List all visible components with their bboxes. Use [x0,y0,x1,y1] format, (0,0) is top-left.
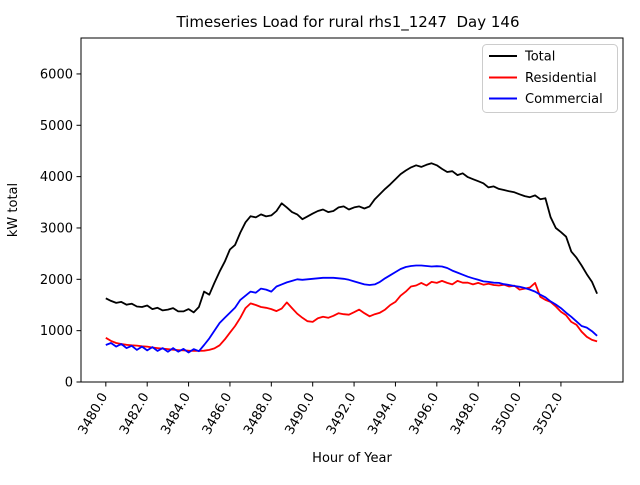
series-lines [105,162,598,354]
y-tick-label: 5000 [40,119,73,134]
y-tick-label: 0 [65,376,73,391]
legend: Total Residential Commercial [482,44,618,113]
series-line-total [105,162,598,314]
y-tick-label: 3000 [40,221,73,236]
legend-label-total: Total [524,50,555,65]
chart-title: Timeseries Load for rural rhs1_1247 Day … [175,13,519,32]
y-axis-ticks: 0 1000 2000 3000 4000 5000 6000 [40,67,81,391]
y-tick-label: 6000 [40,67,73,82]
y-axis-label: kW total [6,183,21,237]
y-tick-label: 4000 [40,170,73,185]
legend-label-residential: Residential [525,71,597,86]
y-tick-label: 2000 [40,273,73,288]
plot-area [80,37,624,383]
y-tick-label: 1000 [40,324,73,339]
legend-box [482,44,618,113]
x-axis-label: Hour of Year [312,451,392,466]
legend-label-commercial: Commercial [525,92,603,107]
series-line-commercial [105,264,598,354]
